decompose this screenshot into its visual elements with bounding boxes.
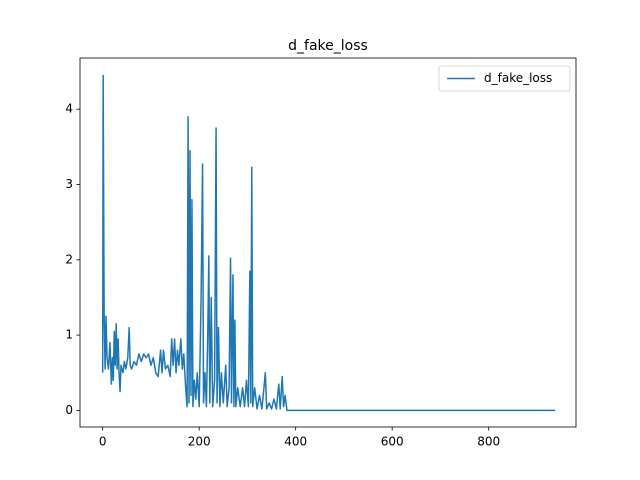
line-series [101,74,556,412]
x-tick-label: 200 [188,435,211,449]
y-tick-label: 4 [65,102,73,116]
y-tick-label: 0 [65,403,73,417]
y-tick-label: 3 [65,177,73,191]
legend-label: d_fake_loss [484,71,552,85]
plot-frame [79,57,577,428]
x-tick-label: 0 [99,435,107,449]
x-tick-label: 600 [381,435,404,449]
y-tick-label: 1 [65,328,73,342]
x-tick-label: 800 [477,435,500,449]
legend-box [438,65,571,92]
y-tick-label: 2 [65,252,73,266]
chart-title: d_fake_loss [288,38,368,54]
x-tick-label: 400 [284,435,307,449]
